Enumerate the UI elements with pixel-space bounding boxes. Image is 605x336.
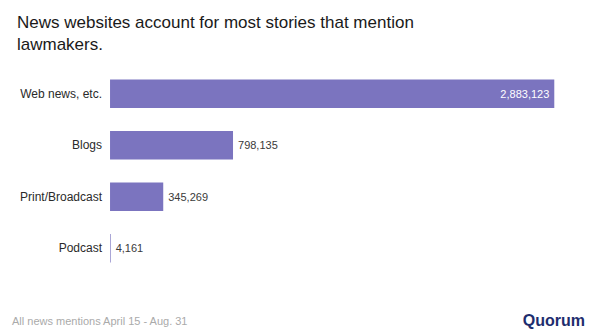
svg-text:Blogs: Blogs bbox=[72, 138, 102, 152]
svg-text:Podcast: Podcast bbox=[59, 241, 103, 255]
svg-text:News websites account for most: News websites account for most stories t… bbox=[17, 13, 419, 32]
svg-text:lawmakers.: lawmakers. bbox=[17, 35, 103, 54]
svg-text:345,269: 345,269 bbox=[168, 191, 208, 203]
svg-text:All news mentions April 15 - A: All news mentions April 15 - Aug. 31 bbox=[12, 315, 187, 327]
svg-text:Quorum: Quorum bbox=[523, 312, 585, 329]
svg-text:Print/Broadcast: Print/Broadcast bbox=[20, 190, 103, 204]
svg-text:2,883,123: 2,883,123 bbox=[500, 88, 549, 100]
svg-text:4,161: 4,161 bbox=[116, 242, 144, 254]
svg-text:798,135: 798,135 bbox=[238, 139, 278, 151]
svg-text:Web news, etc.: Web news, etc. bbox=[20, 87, 102, 101]
